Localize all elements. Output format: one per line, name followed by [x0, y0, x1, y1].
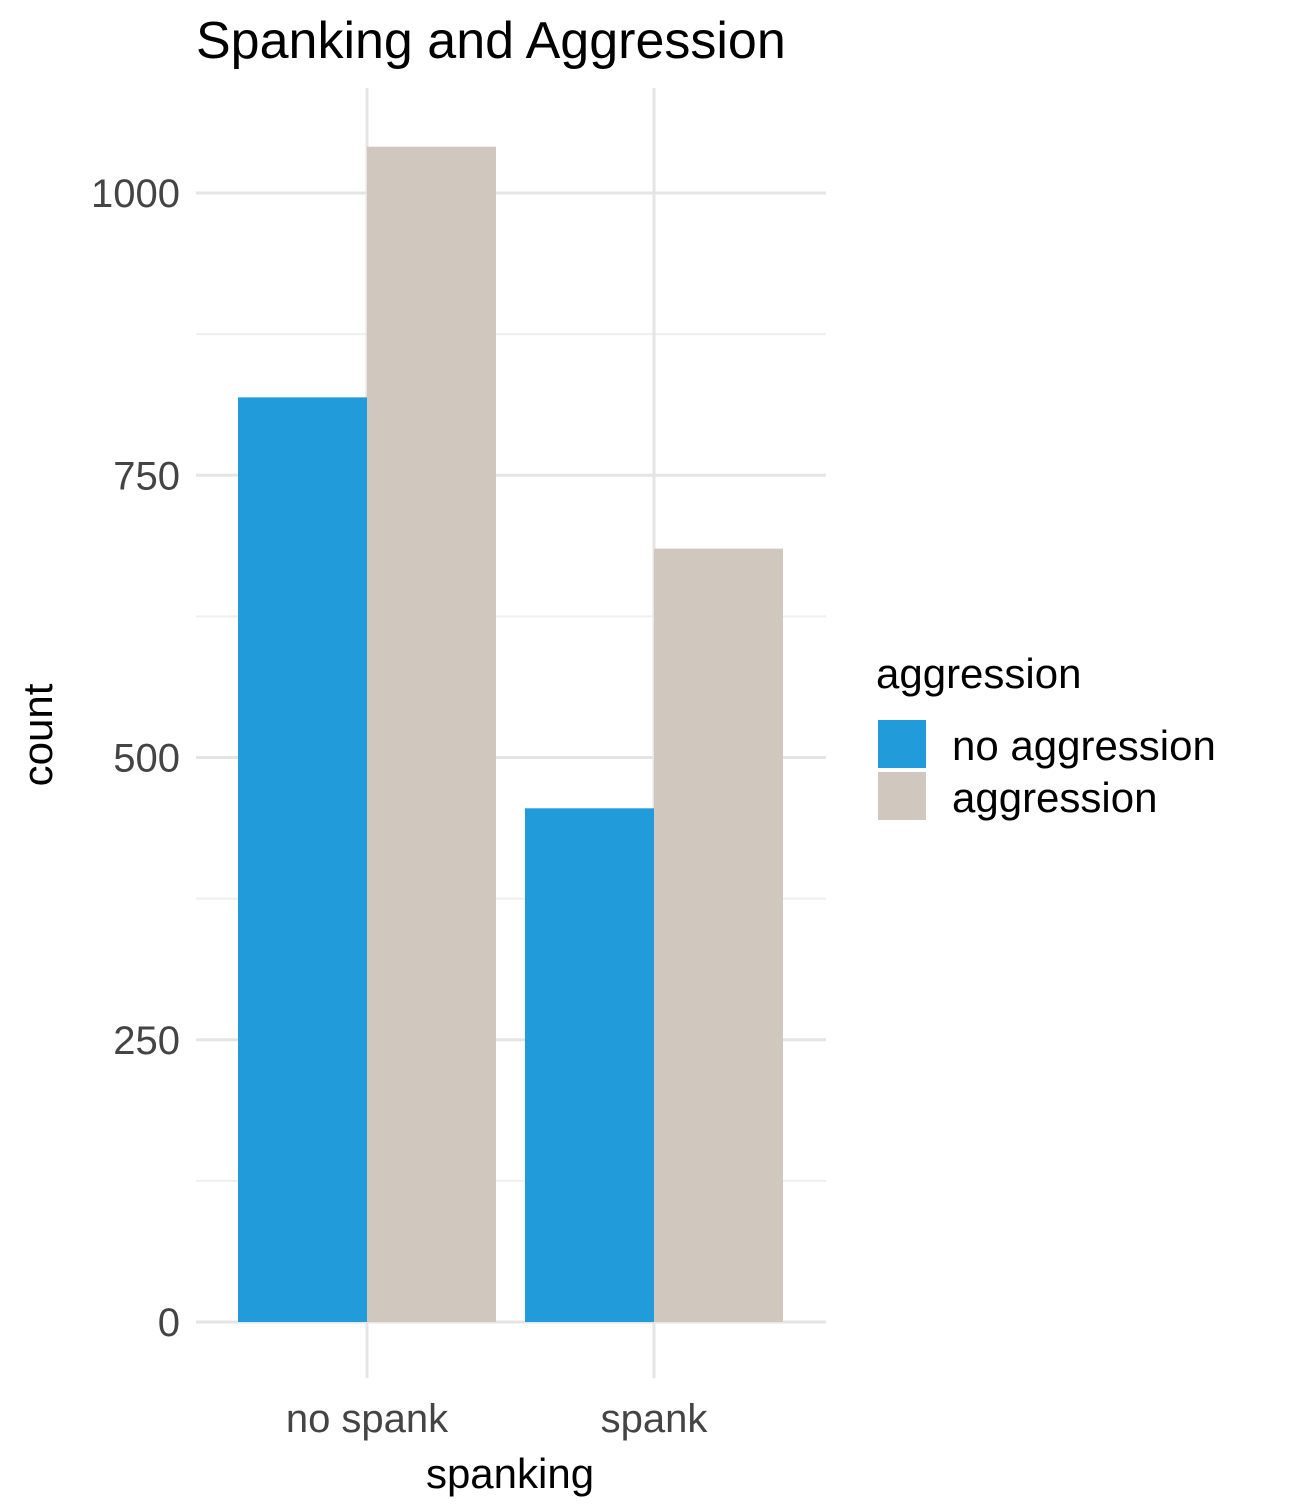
chart-title: Spanking and Aggression [196, 12, 786, 70]
y-tick-label: 500 [113, 737, 180, 781]
x-axis-ticks: no spank spank [286, 1397, 709, 1441]
legend: aggression no aggression aggression [876, 650, 1216, 821]
bar-aggression-no-spank [367, 146, 496, 1323]
legend-items: no aggression aggression [878, 720, 1216, 821]
x-tick-label: no spank [286, 1397, 449, 1441]
legend-label: no aggression [952, 722, 1216, 769]
legend-key-aggression [878, 772, 926, 820]
bar-no-aggression-spank [525, 808, 654, 1322]
y-tick-label: 0 [158, 1301, 180, 1345]
y-tick-label: 1000 [91, 172, 180, 216]
x-axis-title: spanking [426, 1450, 594, 1497]
y-axis-title: count [14, 683, 61, 786]
bar-no-aggression-no-spank [238, 397, 367, 1322]
legend-title: aggression [876, 650, 1081, 697]
y-tick-label: 250 [113, 1019, 180, 1063]
bars [238, 146, 783, 1323]
legend-key-no-aggression [878, 720, 926, 768]
x-tick-label: spank [601, 1397, 709, 1441]
bar-aggression-spank [654, 548, 783, 1322]
y-tick-label: 750 [113, 454, 180, 498]
legend-label: aggression [952, 774, 1157, 821]
y-axis-ticks: 0 250 500 750 1000 [91, 172, 180, 1345]
